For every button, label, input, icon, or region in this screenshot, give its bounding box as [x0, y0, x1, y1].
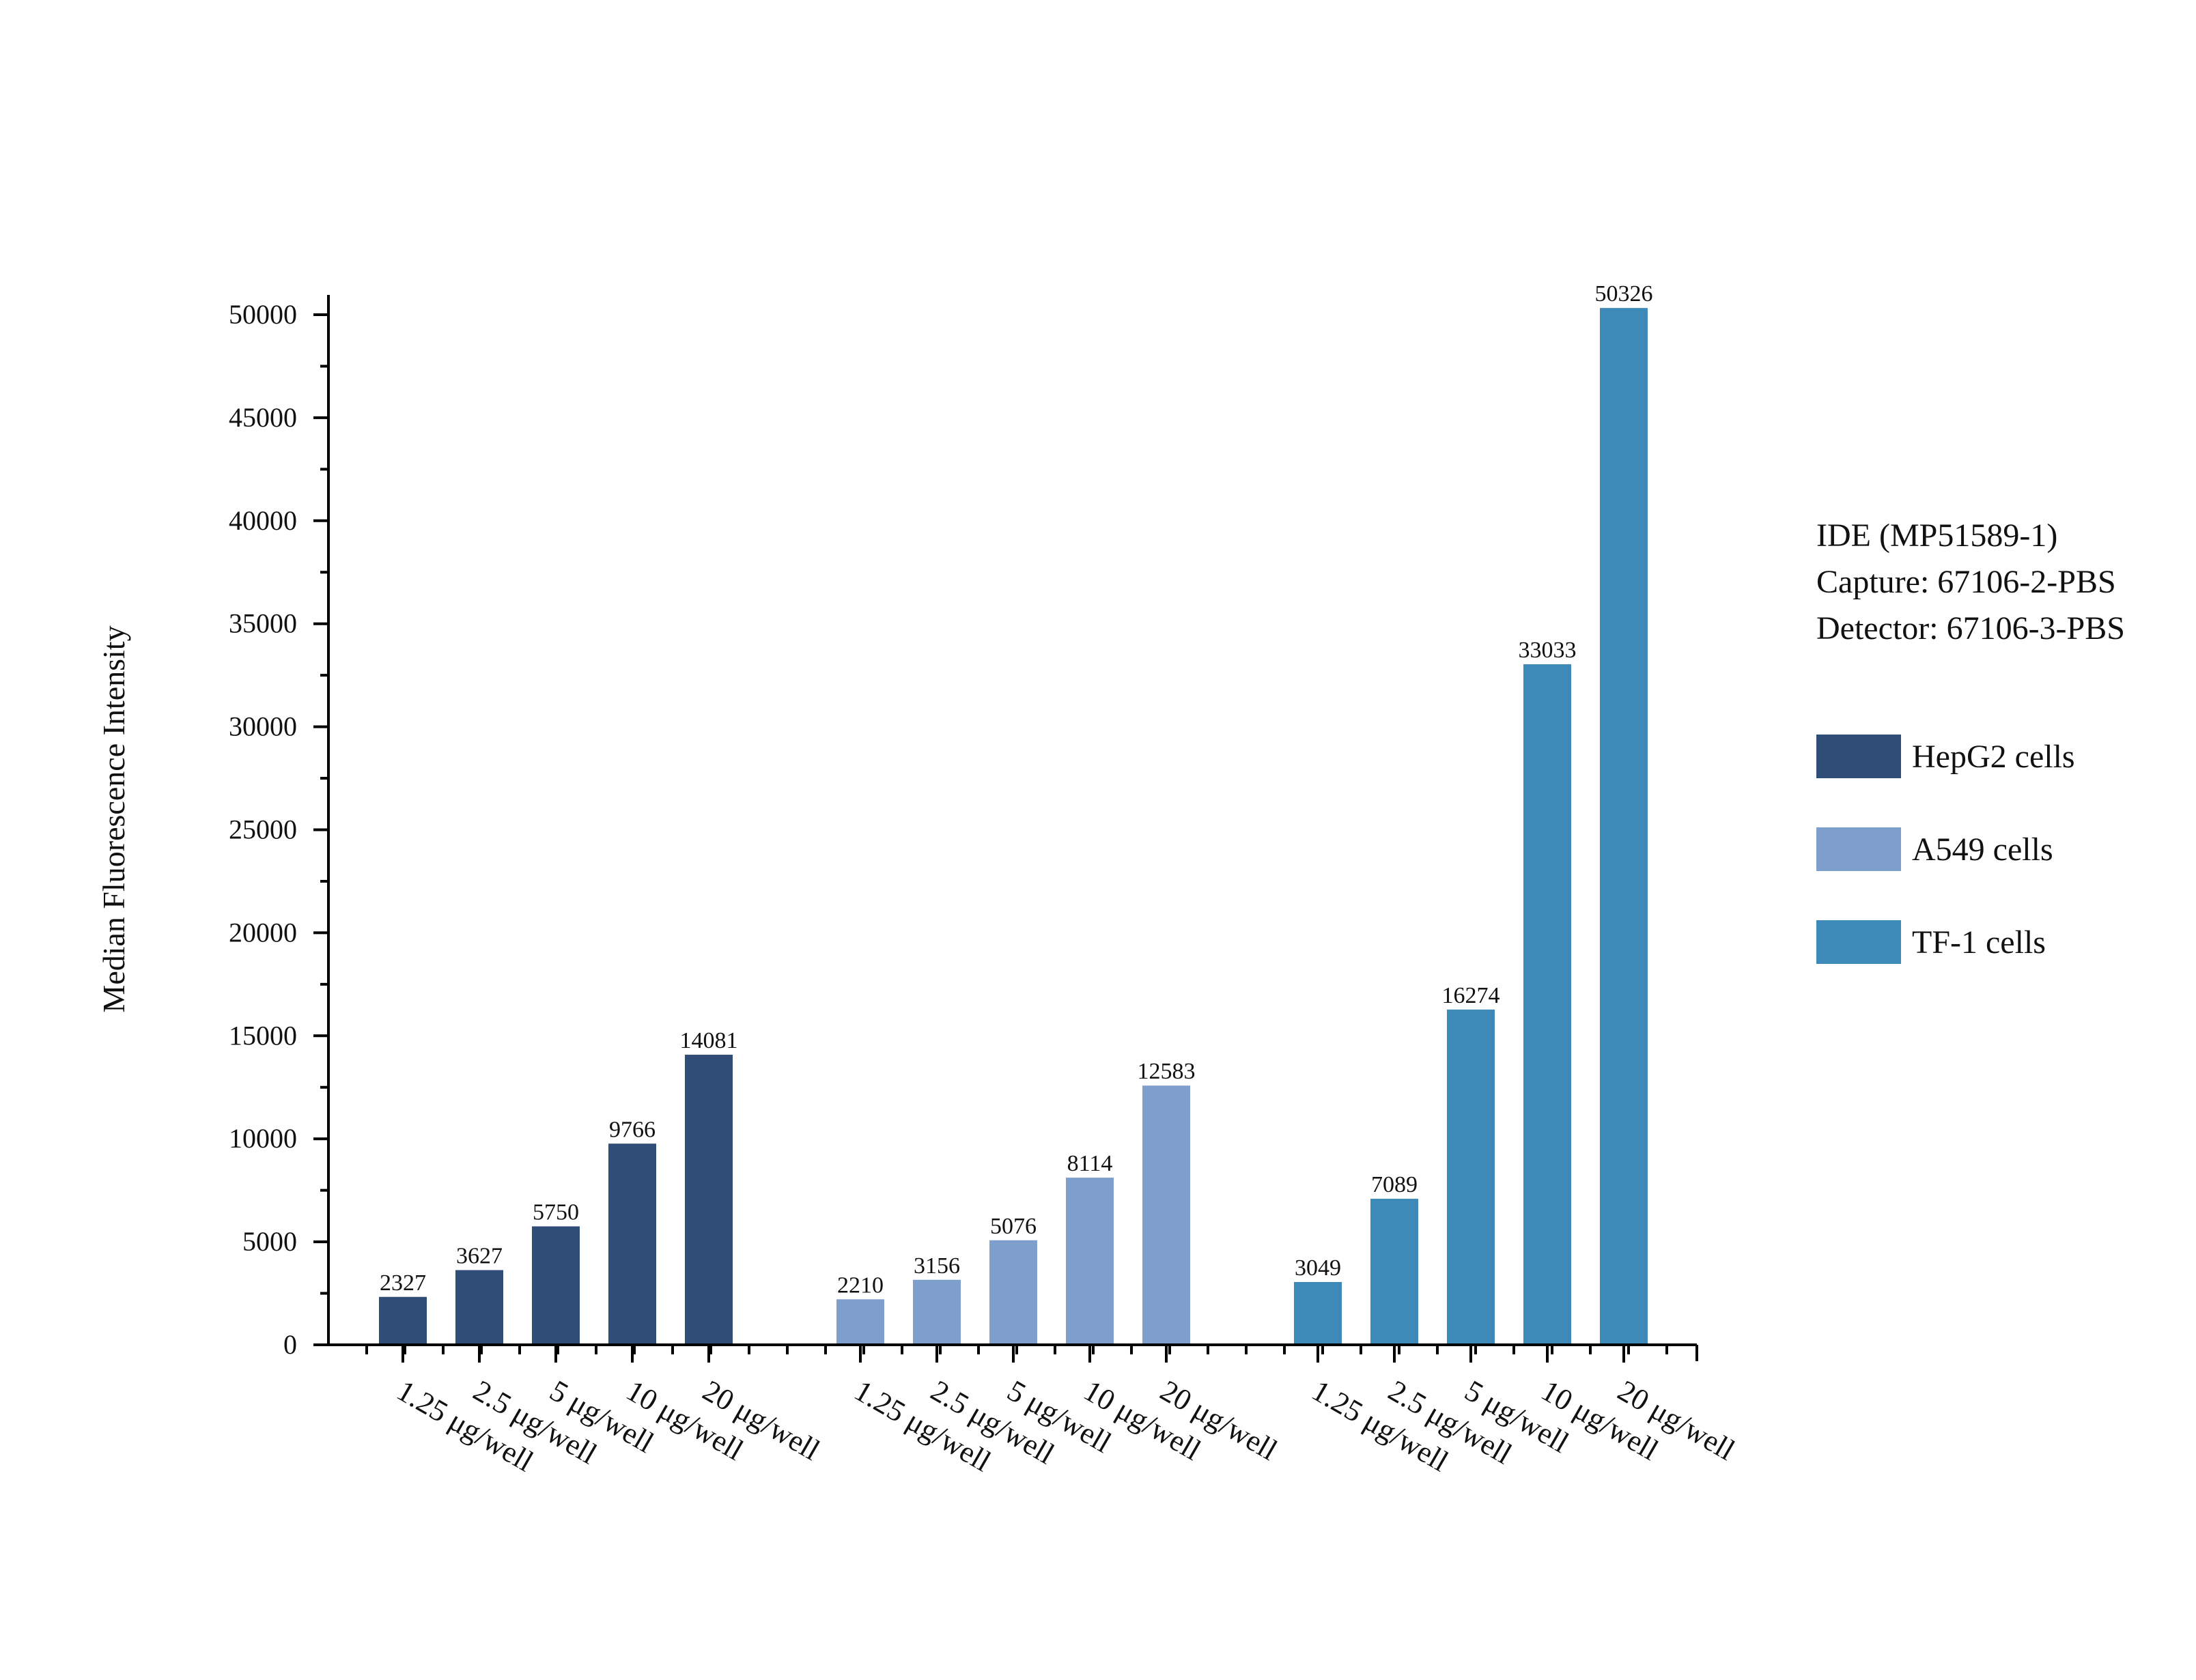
- bar: [1447, 1009, 1495, 1345]
- bar: [1523, 664, 1571, 1345]
- bar: [1142, 1085, 1190, 1345]
- bar-value-label: 2327: [380, 1270, 426, 1296]
- bar-value-label: 5076: [990, 1214, 1037, 1239]
- bar: [1370, 1199, 1418, 1345]
- bar-value-label: 7089: [1371, 1172, 1418, 1197]
- bar-value-label: 14081: [680, 1028, 738, 1053]
- legend-label: TF-1 cells: [1912, 924, 2046, 960]
- chart-annotation: IDE (MP51589-1) Capture: 67106-2-PBS Det…: [1816, 517, 2125, 646]
- bar-value-label: 50326: [1595, 281, 1653, 307]
- bar-value-label: 16274: [1442, 983, 1500, 1008]
- plot-area: 2327 3627 5750 9766 14081 2210 3156 5076 8114 125…: [229, 281, 1741, 1478]
- annotation-line-capture: Capture: 67106-2-PBS: [1816, 564, 2116, 600]
- y-tick-label: 5000: [242, 1226, 297, 1257]
- y-tick-label: 15000: [229, 1020, 297, 1051]
- y-tick-label: 35000: [229, 608, 297, 639]
- bars-layer: [379, 308, 1648, 1345]
- bar-value-label: 12583: [1138, 1059, 1196, 1084]
- bar: [1294, 1281, 1342, 1345]
- annotation-line-antigen: IDE (MP51589-1): [1816, 517, 2057, 554]
- bar-value-label: 8114: [1067, 1151, 1113, 1176]
- legend-label: A549 cells: [1912, 831, 2053, 868]
- bar: [379, 1296, 427, 1345]
- y-tick-label: 10000: [229, 1123, 297, 1154]
- y-tick-label: 30000: [229, 711, 297, 742]
- bar: [532, 1226, 580, 1345]
- bar-value-label: 5750: [533, 1199, 579, 1225]
- bar-value-label: 3049: [1295, 1255, 1341, 1281]
- bar: [455, 1270, 503, 1345]
- y-axis-ticks: 0 5000 10000 15000 20000 25000 30000 35000 40000…: [229, 299, 328, 1360]
- annotation-line-detector: Detector: 67106-3-PBS: [1816, 610, 2125, 646]
- bar: [913, 1279, 961, 1345]
- y-tick-label: 20000: [229, 917, 297, 948]
- bar: [836, 1299, 884, 1345]
- bar-value-label: 9766: [609, 1117, 656, 1142]
- legend-label: HepG2 cells: [1912, 739, 2075, 775]
- data-labels-layer: 2327 3627 5750 9766 14081 2210 3156 5076 8114 125…: [380, 281, 1653, 1298]
- bar: [685, 1055, 733, 1345]
- y-tick-label: 50000: [229, 299, 297, 330]
- bar: [1066, 1178, 1114, 1345]
- legend-swatch: [1816, 920, 1901, 964]
- y-tick-label: 0: [283, 1329, 297, 1360]
- y-tick-label: 45000: [229, 402, 297, 433]
- bar-value-label: 3156: [914, 1253, 960, 1279]
- bar: [608, 1143, 656, 1345]
- y-axis-title: Median Fluorescence Intensity: [96, 625, 131, 1012]
- bar-value-label: 3627: [456, 1244, 503, 1269]
- y-tick-label: 40000: [229, 505, 297, 536]
- bar-value-label: 33033: [1519, 638, 1577, 663]
- x-axis-ticks: [365, 1345, 1698, 1363]
- legend: HepG2 cells A549 cells TF-1 cells: [1816, 735, 2075, 964]
- legend-swatch: [1816, 735, 1901, 778]
- y-tick-label: 25000: [229, 814, 297, 845]
- legend-swatch: [1816, 827, 1901, 871]
- bar: [1600, 308, 1648, 1345]
- bar-value-label: 2210: [837, 1272, 884, 1298]
- bar: [989, 1240, 1037, 1345]
